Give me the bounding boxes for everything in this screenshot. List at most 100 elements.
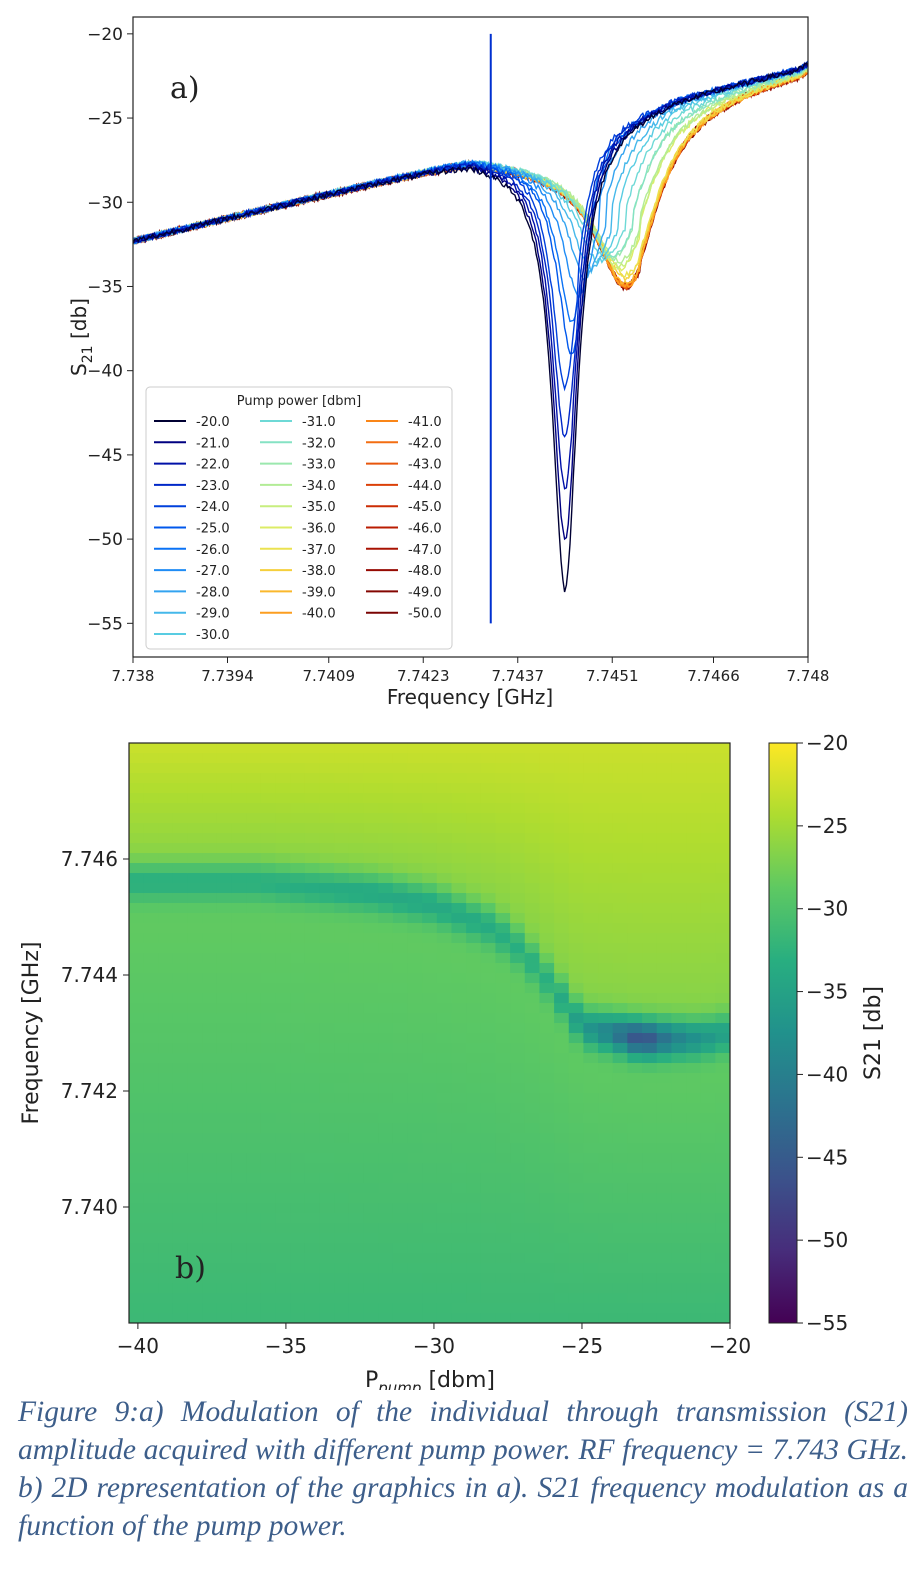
heatmap-cell bbox=[216, 863, 233, 874]
heatmap-cell bbox=[554, 953, 570, 964]
heatmap-cell bbox=[656, 763, 672, 774]
heatmap-cell bbox=[642, 783, 658, 794]
heatmap-cell bbox=[143, 1303, 159, 1314]
heatmap-cell bbox=[260, 943, 277, 954]
y-axis-label: Frequency [GHz] bbox=[19, 942, 44, 1125]
heatmap-cell bbox=[275, 793, 291, 804]
heatmap-cell bbox=[524, 1023, 541, 1034]
heatmap-cell bbox=[466, 1213, 482, 1224]
heatmap-cell bbox=[656, 933, 672, 944]
heatmap-cell bbox=[524, 1263, 541, 1274]
heatmap-cell bbox=[612, 953, 628, 964]
heatmap-cell bbox=[158, 1023, 174, 1034]
heatmap-cell bbox=[700, 1253, 716, 1264]
y-tick-label: −50 bbox=[87, 530, 123, 550]
heatmap-cell bbox=[524, 823, 541, 834]
heatmap-cell bbox=[524, 1083, 541, 1094]
heatmap-cell bbox=[715, 1293, 730, 1304]
heatmap-cell bbox=[436, 1003, 453, 1014]
heatmap-cell bbox=[334, 1253, 350, 1264]
heatmap-cell bbox=[612, 1243, 628, 1254]
heatmap-cell bbox=[290, 1003, 306, 1014]
heatmap-cell bbox=[642, 1043, 658, 1054]
heatmap-cell bbox=[627, 983, 643, 994]
heatmap-cell bbox=[583, 933, 599, 944]
heatmap-cell bbox=[363, 813, 379, 824]
heatmap-cell bbox=[554, 1143, 570, 1154]
heatmap-cell bbox=[275, 1313, 291, 1323]
heatmap-cell bbox=[202, 743, 218, 754]
heatmap-cell bbox=[495, 943, 511, 954]
heatmap-cell bbox=[568, 1093, 585, 1104]
heatmap-cell bbox=[612, 1133, 628, 1144]
heatmap-cell bbox=[422, 1263, 438, 1274]
heatmap-cell bbox=[216, 1293, 233, 1304]
heatmap-cell bbox=[554, 933, 570, 944]
heatmap-cell bbox=[172, 913, 189, 924]
heatmap-cell bbox=[495, 903, 511, 914]
heatmap-cell bbox=[480, 1143, 497, 1154]
heatmap-cell bbox=[568, 1203, 585, 1214]
heatmap-cell bbox=[275, 1103, 291, 1114]
heatmap-cell bbox=[246, 1083, 262, 1094]
heatmap-cell bbox=[422, 983, 438, 994]
heatmap-cell bbox=[392, 1183, 409, 1194]
heatmap-cell bbox=[290, 1153, 306, 1164]
heatmap-cell bbox=[143, 823, 159, 834]
heatmap-cell bbox=[612, 943, 628, 954]
heatmap-cell bbox=[671, 1203, 687, 1214]
heatmap-cell bbox=[598, 1303, 614, 1314]
heatmap-cell bbox=[304, 973, 321, 984]
series-line bbox=[133, 71, 808, 291]
heatmap-cell bbox=[568, 1023, 585, 1034]
heatmap-cell bbox=[700, 1283, 716, 1294]
heatmap-cell bbox=[642, 1213, 658, 1224]
heatmap-cell bbox=[539, 1123, 555, 1134]
heatmap-cell bbox=[319, 1153, 335, 1164]
heatmap-cell bbox=[671, 873, 687, 884]
heatmap-cell bbox=[143, 1283, 159, 1294]
heatmap-cell bbox=[407, 943, 423, 954]
heatmap-cell bbox=[627, 833, 643, 844]
heatmap-cell bbox=[304, 833, 321, 844]
heatmap-cell bbox=[451, 1233, 467, 1244]
heatmap-cell bbox=[187, 813, 203, 824]
heatmap-cell bbox=[671, 1053, 687, 1064]
heatmap-cell bbox=[231, 1313, 247, 1323]
heatmap-cell bbox=[216, 1163, 233, 1174]
heatmap-cell bbox=[187, 943, 203, 954]
heatmap-cell bbox=[612, 1023, 628, 1034]
heatmap-cell bbox=[510, 953, 526, 964]
heatmap-cell bbox=[407, 1223, 423, 1234]
heatmap-cell bbox=[260, 1043, 277, 1054]
heatmap-cell bbox=[392, 963, 409, 974]
heatmap-cell bbox=[686, 933, 702, 944]
heatmap-cell bbox=[671, 763, 687, 774]
heatmap-cell bbox=[392, 893, 409, 904]
heatmap-cell bbox=[480, 1163, 497, 1174]
heatmap-cell bbox=[583, 873, 599, 884]
heatmap-cell bbox=[671, 1213, 687, 1224]
heatmap-cell bbox=[715, 1273, 730, 1284]
heatmap-cell bbox=[187, 1153, 203, 1164]
heatmap-cell bbox=[275, 763, 291, 774]
heatmap-cell bbox=[524, 903, 541, 914]
heatmap-cell bbox=[612, 1173, 628, 1184]
heatmap-cell bbox=[627, 1273, 643, 1284]
heatmap-cell bbox=[378, 1173, 394, 1184]
heatmap-cell bbox=[246, 1163, 262, 1174]
heatmap-cell bbox=[436, 823, 453, 834]
heatmap-cell bbox=[466, 1223, 482, 1234]
heatmap-cell bbox=[290, 1263, 306, 1274]
heatmap-cell bbox=[627, 823, 643, 834]
heatmap-cell bbox=[392, 1223, 409, 1234]
heatmap-cell bbox=[451, 793, 467, 804]
heatmap-cell bbox=[422, 1283, 438, 1294]
heatmap-cell bbox=[334, 1243, 350, 1254]
heatmap-cell bbox=[436, 1253, 453, 1264]
heatmap-cell bbox=[422, 873, 438, 884]
heatmap-cell bbox=[407, 753, 423, 764]
heatmap-cell bbox=[466, 1303, 482, 1314]
heatmap-cell bbox=[348, 1043, 365, 1054]
heatmap-cell bbox=[187, 1013, 203, 1024]
